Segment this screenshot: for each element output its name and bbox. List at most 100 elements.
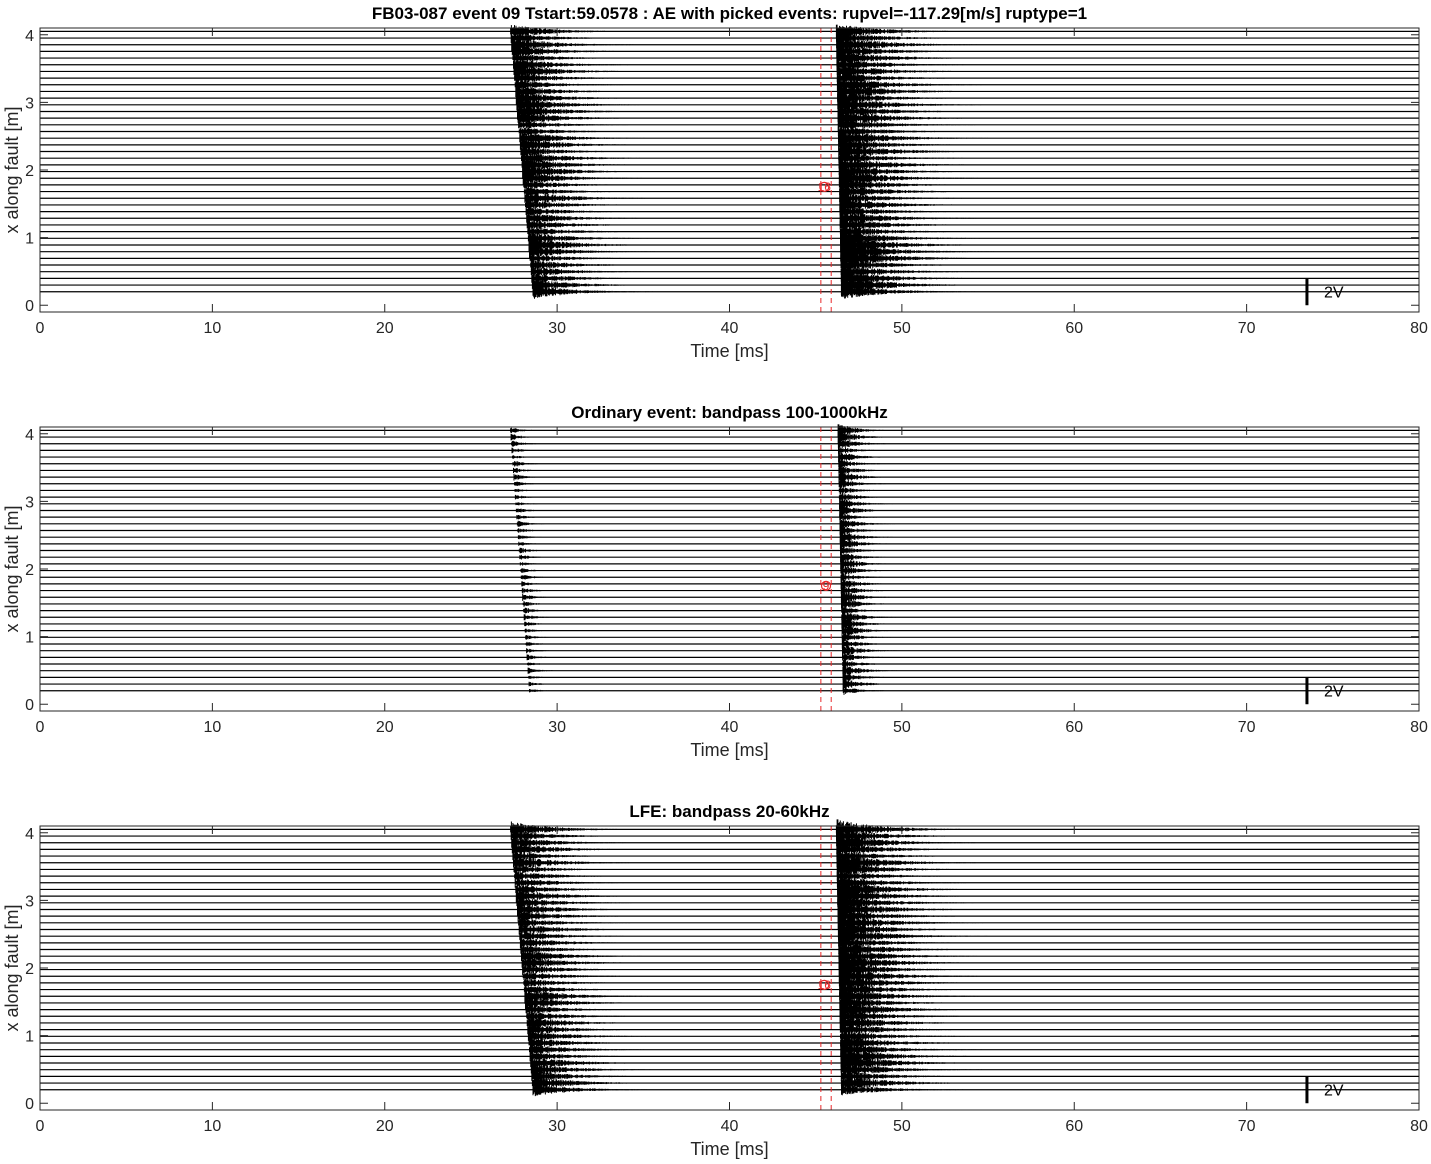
trace-signal [519, 554, 563, 560]
trace-signal [838, 451, 908, 463]
trace-signal [523, 984, 680, 995]
trace-signal [837, 915, 1011, 931]
trace-signal [840, 1055, 1014, 1071]
pick-marker [819, 181, 830, 193]
trace-signal [840, 591, 911, 604]
trace-signal [529, 689, 571, 693]
trace-signal [511, 447, 555, 454]
trace-signal [527, 232, 684, 244]
y-axis: 0 1 2 3 4 x along fault [m] [2, 826, 1419, 1113]
trace-signal [528, 1038, 684, 1048]
trace-signal [526, 1017, 683, 1029]
y-axis-label: x along fault [m] [2, 106, 22, 233]
trace-signal [838, 137, 1012, 152]
trace-signal [512, 461, 557, 467]
trace-signal [839, 197, 1013, 213]
x-tick-label: 60 [1065, 1118, 1083, 1135]
plot-area [40, 427, 1419, 711]
trace-signal [520, 575, 565, 580]
trace-signal [837, 909, 1011, 923]
trace-signal [841, 639, 912, 649]
pick-label: 9 [823, 579, 830, 593]
trace-signal [517, 103, 673, 120]
trace-signal [531, 273, 687, 283]
trace-signal [510, 427, 554, 433]
trace-signal [839, 185, 1013, 199]
trace-signal [514, 494, 559, 500]
trace-signal [840, 1030, 1014, 1042]
trace-signal [839, 226, 1014, 238]
trace-signal [840, 578, 910, 590]
trace-signal [527, 667, 571, 674]
trace-signal [523, 978, 679, 987]
trace-signal [527, 227, 683, 236]
trace-signal [511, 440, 555, 447]
x-tick-label: 60 [1065, 719, 1083, 736]
x-tick-label: 10 [203, 320, 221, 337]
y-tick-label: 1 [25, 231, 34, 248]
trace-signal [519, 931, 675, 941]
trace-signal [517, 535, 561, 540]
waveform-traces [40, 24, 1419, 299]
trace-signal [839, 192, 1013, 205]
scale-bar-label: 2V [1324, 684, 1344, 701]
trace-signal [521, 587, 565, 594]
x-tick-label: 40 [721, 1118, 739, 1135]
trace-signal [516, 520, 561, 527]
trace-signal [840, 236, 1014, 254]
trace-signal [842, 673, 912, 682]
trace-signal [837, 96, 1011, 113]
trace-signal [840, 546, 910, 555]
trace-signal [526, 654, 571, 661]
trace-signal [835, 819, 1010, 840]
trace-signal [841, 625, 911, 637]
trace-signal [839, 503, 909, 518]
trace-signal [519, 131, 675, 145]
trace-signal [838, 955, 1012, 971]
trace-signal [841, 632, 911, 643]
trace-signal [511, 836, 667, 849]
trace-signal [842, 643, 912, 658]
x-tick-label: 80 [1410, 320, 1428, 337]
y-tick-label: 2 [25, 961, 34, 978]
trace-signal [518, 923, 675, 936]
trace-signal [836, 834, 1010, 851]
trace-signal [520, 147, 676, 157]
trace-signal [529, 253, 685, 263]
trace-signal [518, 121, 674, 129]
y-tick-label: 0 [25, 1096, 34, 1113]
x-axis: 0 10 20 30 40 50 60 70 80 Time [ms] [36, 427, 1428, 760]
trace-signal [511, 37, 667, 52]
x-tick-label: 20 [376, 320, 394, 337]
trace-signal [840, 258, 1014, 272]
y-tick-label: 1 [25, 1029, 34, 1046]
x-axis: 0 10 20 30 40 50 60 70 80 Time [ms] [36, 28, 1428, 361]
trace-signal [514, 871, 670, 881]
trace-signal [522, 163, 678, 180]
y-tick-label: 3 [25, 893, 34, 910]
trace-signal [838, 470, 908, 485]
trace-signal [521, 950, 677, 962]
trace-signal [520, 945, 676, 954]
trace-signal [529, 1051, 685, 1062]
pick-label: 16 [818, 180, 832, 194]
trace-signal [837, 104, 1011, 119]
trace-signal [526, 1011, 682, 1021]
trace-signal [513, 865, 669, 874]
trace-signal [840, 275, 1015, 295]
y-axis-label: x along fault [m] [2, 505, 22, 632]
trace-signal [531, 1076, 688, 1090]
x-tick-label: 80 [1410, 719, 1428, 736]
trace-signal [527, 1030, 684, 1043]
trace-signal [532, 1083, 688, 1097]
trace-signal [523, 607, 567, 614]
panel-ae-picked-events: 16 2V 0 10 20 30 40 50 60 70 80 Time [ms] 0 1 2 3 4 x alo… [2, 4, 1428, 361]
trace-signal [512, 852, 668, 861]
trace-signal [522, 601, 567, 607]
trace-signal [839, 210, 1013, 227]
y-tick-label: 0 [25, 697, 34, 714]
trace-signal [837, 424, 907, 437]
y-tick-label: 2 [25, 562, 34, 579]
x-tick-label: 0 [36, 719, 45, 736]
trace-signal [521, 957, 677, 969]
